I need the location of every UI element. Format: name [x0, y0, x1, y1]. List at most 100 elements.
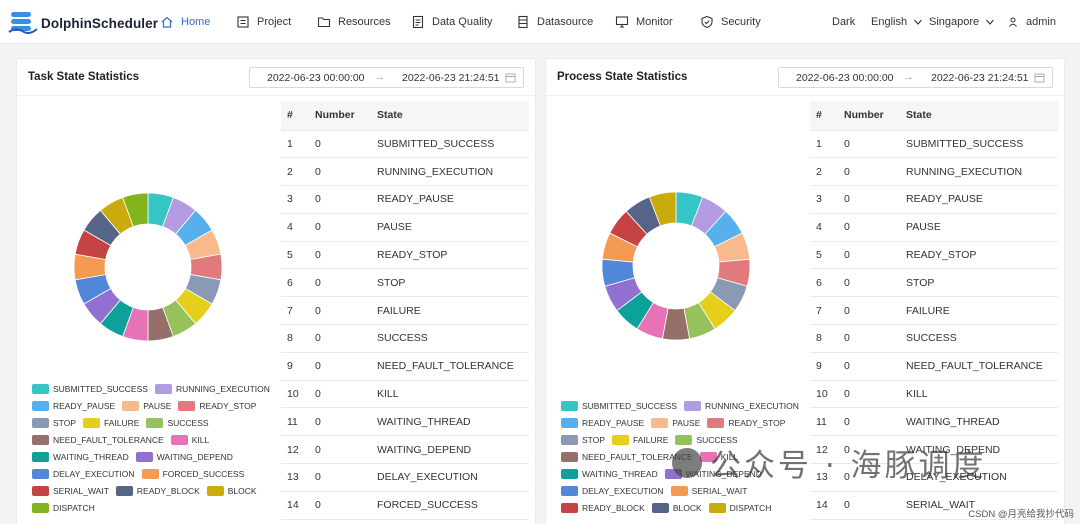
- legend-item[interactable]: KILL: [699, 451, 738, 462]
- legend-swatch: [561, 485, 578, 496]
- user-menu[interactable]: admin: [1008, 16, 1056, 28]
- legend-item[interactable]: WAITING_THREAD: [561, 468, 658, 479]
- legend-item[interactable]: PAUSE: [122, 400, 172, 411]
- legend-item[interactable]: SUBMITTED_SUCCESS: [561, 400, 677, 411]
- legend-item[interactable]: DISPATCH: [32, 502, 95, 513]
- legend-swatch: [683, 400, 701, 411]
- legend-row: SERIAL_WAIT READY_BLOCK BLOCK: [32, 482, 277, 499]
- task-end-date[interactable]: 2022-06-23 21:24:51: [402, 72, 500, 84]
- nav-project[interactable]: Project: [236, 13, 291, 31]
- language-select[interactable]: English: [871, 16, 923, 28]
- legend-item[interactable]: NEED_FAULT_TOLERANCE: [32, 434, 164, 445]
- nav-datasource[interactable]: Datasource: [516, 13, 593, 31]
- legend-item[interactable]: SUBMITTED_SUCCESS: [32, 383, 148, 394]
- legend-swatch: [664, 468, 682, 479]
- process-chart-legend: SUBMITTED_SUCCESS RUNNING_EXECUTION READY_…: [561, 397, 806, 516]
- row-number: 0: [838, 157, 900, 187]
- legend-item[interactable]: READY_PAUSE: [561, 417, 644, 428]
- nav-security[interactable]: Security: [700, 13, 761, 31]
- legend-item[interactable]: STOP: [32, 417, 76, 428]
- row-index: 1: [810, 130, 838, 159]
- legend-item[interactable]: NEED_FAULT_TOLERANCE: [561, 451, 693, 462]
- row-number: 0: [838, 130, 900, 159]
- legend-label: NEED_FAULT_TOLERANCE: [53, 434, 164, 445]
- arrow-right-icon: →: [903, 71, 914, 83]
- process-start-date[interactable]: 2022-06-23 00:00:00: [796, 72, 894, 84]
- legend-item[interactable]: SERIAL_WAIT: [670, 485, 747, 496]
- legend-item[interactable]: DISPATCH: [708, 502, 771, 513]
- donut-slice-dispatch[interactable]: [122, 192, 149, 228]
- nav-home[interactable]: Home: [160, 13, 210, 31]
- legend-row: STOP FAILURE SUCCESS: [32, 414, 277, 431]
- legend-item[interactable]: READY_BLOCK: [561, 502, 645, 513]
- row-number: 0: [838, 463, 900, 492]
- legend-row: READY_PAUSE PAUSE READY_STOP: [32, 397, 277, 414]
- legend-item[interactable]: BLOCK: [651, 502, 702, 513]
- row-number: 0: [838, 324, 900, 353]
- table-row: 5 0 READY_STOP: [281, 241, 529, 270]
- legend-swatch: [141, 468, 159, 479]
- process-end-date[interactable]: 2022-06-23 21:24:51: [931, 72, 1029, 84]
- legend-item[interactable]: RUNNING_EXECUTION: [154, 383, 270, 394]
- legend-row: WAITING_THREAD WAITING_DEPEND: [32, 448, 277, 465]
- table-row: 8 0 SUCCESS: [810, 324, 1058, 353]
- datasource-icon: [518, 15, 528, 29]
- legend-item[interactable]: SUCCESS: [675, 434, 738, 445]
- nav-data-quality[interactable]: Data Quality: [411, 13, 493, 31]
- row-number: 0: [309, 324, 371, 353]
- task-date-range-picker[interactable]: 2022-06-23 00:00:00 → 2022-06-23 21:24:5…: [249, 67, 524, 88]
- table-row: 7 0 FAILURE: [810, 296, 1058, 326]
- legend-swatch: [561, 434, 578, 445]
- legend-item[interactable]: WAITING_DEPEND: [664, 468, 762, 479]
- col-index-header: #: [810, 101, 838, 131]
- row-state: FAILURE: [900, 296, 1058, 326]
- legend-item[interactable]: READY_STOP: [707, 417, 785, 428]
- legend-item[interactable]: DELAY_EXECUTION: [561, 485, 664, 496]
- calendar-icon: [1034, 73, 1045, 83]
- row-number: 0: [309, 213, 371, 242]
- legend-swatch: [561, 417, 578, 428]
- legend-swatch: [32, 417, 49, 428]
- nav-monitor[interactable]: Monitor: [615, 13, 673, 31]
- legend-item[interactable]: FORCED_SUCCESS: [141, 468, 244, 479]
- legend-item[interactable]: WAITING_DEPEND: [135, 451, 233, 462]
- legend-item[interactable]: RUNNING_EXECUTION: [683, 400, 799, 411]
- legend-item[interactable]: STOP: [561, 434, 605, 445]
- legend-item[interactable]: READY_STOP: [178, 400, 256, 411]
- legend-item[interactable]: READY_PAUSE: [32, 400, 115, 411]
- timezone-select[interactable]: Singapore: [929, 16, 995, 28]
- row-index: 10: [810, 380, 838, 409]
- legend-item[interactable]: READY_BLOCK: [115, 485, 200, 496]
- home-icon: [161, 16, 173, 28]
- row-number: 0: [309, 435, 371, 465]
- task-start-date[interactable]: 2022-06-23 00:00:00: [267, 72, 365, 84]
- legend-swatch: [561, 468, 578, 479]
- legend-label: PAUSE: [143, 400, 172, 411]
- table-row: 13 0 DELAY_EXECUTION: [281, 463, 529, 492]
- legend-item[interactable]: BLOCK: [206, 485, 257, 496]
- donut-slice-dispatch[interactable]: [648, 191, 677, 227]
- row-number: 0: [838, 407, 900, 437]
- nav-resources[interactable]: Resources: [317, 13, 391, 31]
- legend-item[interactable]: PAUSE: [651, 417, 700, 428]
- col-state-header: State: [900, 101, 1058, 131]
- legend-item[interactable]: FAILURE: [612, 434, 668, 445]
- legend-item[interactable]: SERIAL_WAIT: [32, 485, 109, 496]
- row-index: 13: [281, 463, 309, 492]
- row-number: 0: [309, 296, 371, 326]
- legend-item[interactable]: DELAY_EXECUTION: [32, 468, 135, 479]
- legend-item[interactable]: FAILURE: [83, 417, 139, 428]
- legend-item[interactable]: SUCCESS: [146, 417, 209, 428]
- process-card-title: Process State Statistics: [557, 71, 688, 83]
- logo[interactable]: DolphinScheduler: [8, 10, 158, 36]
- legend-label: READY_BLOCK: [582, 502, 645, 513]
- table-row: 9 0 NEED_FAULT_TOLERANCE: [281, 352, 529, 381]
- theme-toggle[interactable]: Dark: [832, 16, 855, 28]
- task-state-table: # Number State 1 0 SUBMITTED_SUCCESS 2 0 RUNN…: [281, 101, 529, 520]
- table-row: 4 0 PAUSE: [810, 213, 1058, 242]
- legend-item[interactable]: WAITING_THREAD: [32, 451, 129, 462]
- row-state: SUCCESS: [900, 324, 1058, 353]
- calendar-icon: [505, 73, 516, 83]
- legend-item[interactable]: KILL: [170, 434, 209, 445]
- process-date-range-picker[interactable]: 2022-06-23 00:00:00 → 2022-06-23 21:24:5…: [778, 67, 1053, 88]
